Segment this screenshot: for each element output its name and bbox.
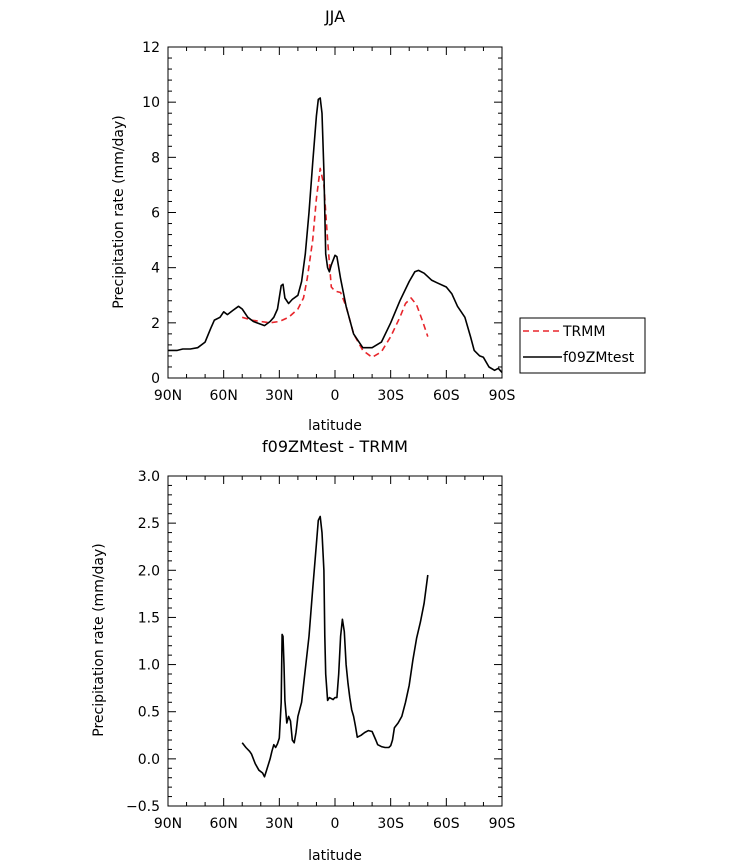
x-tick-label: 60N	[210, 388, 238, 404]
x-tick-label: 30N	[265, 816, 293, 832]
y-tick-label: 0.0	[138, 752, 160, 768]
x-tick-label: 0	[331, 816, 340, 832]
x-tick-label: 60S	[433, 816, 460, 832]
y-tick-label: 4	[151, 261, 160, 277]
series-line-difference	[241, 515, 429, 778]
legend: TRMM f09ZMtest	[519, 317, 646, 374]
y-tick-label: 3.0	[138, 469, 160, 485]
panel-bottom-chart: f09ZMtest - TRMM 90N 60N 30N 0 30S 60S 90S −0.5…	[91, 437, 515, 864]
y-tick-label: 6	[151, 206, 160, 222]
legend-label-f09zmtest: f09ZMtest	[563, 350, 635, 366]
plot-area: 90N 60N 30N 0 30S 60S 90S −0.5 0.0 0.5 1.0 1.5 2.0 2.…	[126, 469, 515, 832]
y-tick-label: −0.5	[126, 799, 160, 815]
chart-title: JJA	[324, 7, 345, 26]
x-tick-label: 30N	[265, 388, 293, 404]
plot-frame	[167, 46, 503, 379]
legend-box	[519, 317, 646, 374]
series-line-trmm	[241, 167, 429, 359]
y-tick-label: 0.5	[138, 705, 160, 721]
y-axis-label: Precipitation rate (mm/day)	[91, 543, 107, 737]
y-tick-label: 2.5	[138, 516, 160, 532]
x-tick-label: 30S	[377, 816, 404, 832]
y-tick-label: 10	[142, 95, 160, 111]
series-line-f09zmtest	[168, 97, 503, 374]
x-tick-label: 60S	[433, 388, 460, 404]
y-tick-label: 8	[151, 150, 160, 166]
plot-frame	[167, 475, 503, 807]
y-tick-label: 2.0	[138, 563, 160, 579]
y-tick-label: 0	[151, 371, 160, 387]
x-tick-label: 30S	[377, 388, 404, 404]
y-tick-label: 1.0	[138, 658, 160, 674]
y-tick-label: 12	[142, 40, 160, 56]
chart-title: f09ZMtest - TRMM	[262, 437, 408, 456]
x-axis-label: latitude	[308, 418, 362, 434]
x-tick-label: 60N	[210, 816, 238, 832]
x-tick-label: 90N	[154, 388, 182, 404]
x-tick-label: 90S	[489, 816, 516, 832]
legend-label-trmm: TRMM	[562, 324, 605, 340]
x-tick-label: 90S	[489, 388, 516, 404]
y-tick-label: 1.5	[138, 610, 160, 626]
y-tick-label: 2	[151, 316, 160, 332]
x-axis-label: latitude	[308, 848, 362, 864]
plot-area: 90N 60N 30N 0 30S 60S 90S 0 2 4 6 8 10 12	[142, 40, 515, 404]
panel-top-chart: JJA 90N 60N 30N 0 30S 60S 90S 0 2 4 6 8 10 12 latitud…	[111, 7, 646, 434]
y-axis-label: Precipitation rate (mm/day)	[111, 115, 127, 309]
x-tick-label: 90N	[154, 816, 182, 832]
x-tick-label: 0	[331, 388, 340, 404]
